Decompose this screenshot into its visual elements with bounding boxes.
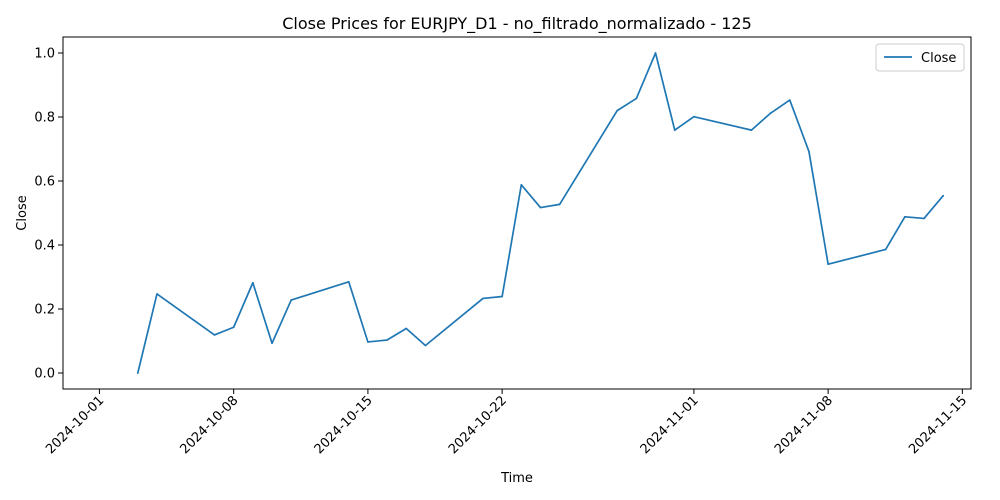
data-point — [903, 215, 906, 218]
data-point — [923, 217, 925, 220]
x-axis-label: Time — [500, 471, 533, 486]
data-point — [501, 295, 503, 298]
data-point — [347, 280, 350, 283]
x-tick-label: 2024-10-01 — [43, 393, 107, 457]
x-tick-label: 2024-11-08 — [772, 393, 836, 457]
x-tick-label: 2024-10-15 — [312, 393, 376, 457]
x-tick-label: 2024-11-01 — [638, 393, 702, 457]
y-tick-label: 0.4 — [34, 239, 55, 254]
data-point — [251, 281, 254, 284]
data-point — [136, 372, 139, 374]
data-point — [558, 203, 561, 206]
data-point — [693, 115, 695, 118]
legend: Close — [875, 43, 965, 72]
y-tick-label: 1.0 — [34, 47, 55, 62]
data-point — [673, 129, 676, 131]
data-point — [635, 97, 638, 100]
data-point — [424, 344, 427, 347]
data-point — [884, 248, 887, 251]
data-point — [520, 183, 523, 186]
data-point — [386, 339, 388, 341]
y-tick-label: 0.0 — [34, 367, 55, 382]
data-point — [367, 341, 369, 343]
data-point — [750, 129, 753, 131]
data-point — [942, 194, 945, 197]
data-point — [482, 297, 484, 300]
data-point — [616, 109, 619, 112]
data-point — [827, 263, 829, 266]
data-point — [271, 342, 273, 345]
data-point — [808, 150, 810, 153]
y-tick-label: 0.8 — [34, 111, 55, 126]
y-tick-label: 0.6 — [34, 175, 55, 190]
legend-box — [875, 43, 965, 72]
x-tick-label: 2024-10-08 — [177, 393, 241, 457]
data-point — [156, 293, 158, 295]
y-axis-label: Close — [15, 195, 30, 230]
data-point — [405, 327, 408, 330]
data-point — [788, 99, 791, 101]
plot-area: 0.0 0.2 0.4 0.6 0.8 1.0 2024-10-01 2024-10-08 20… — [34, 36, 972, 457]
axes-frame — [62, 36, 972, 390]
data-point — [539, 206, 542, 209]
x-tick-label: 2024-10-22 — [446, 393, 510, 457]
chart-title: Close Prices for EURJPY_D1 - no_filtrado… — [282, 14, 752, 34]
data-point — [769, 112, 772, 115]
data-point — [232, 326, 235, 329]
x-tick-label: 2024-11-15 — [906, 393, 970, 457]
y-tick-label: 0.2 — [34, 303, 55, 318]
data-point — [213, 334, 216, 336]
series-line-close — [136, 52, 945, 374]
legend-label-close: Close — [921, 51, 956, 66]
data-point — [654, 52, 657, 54]
data-point — [290, 299, 293, 301]
